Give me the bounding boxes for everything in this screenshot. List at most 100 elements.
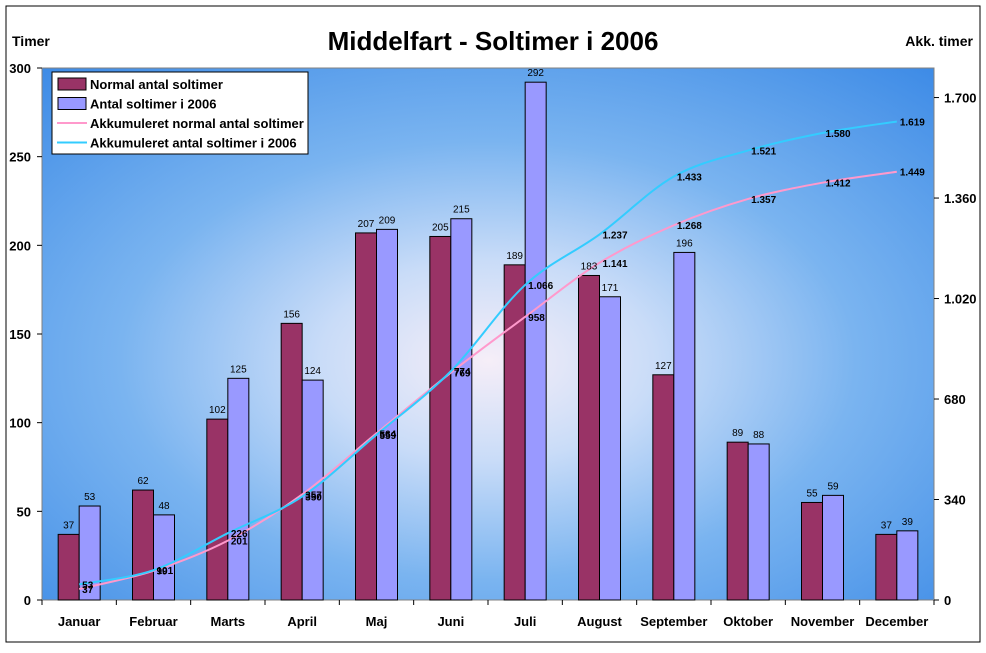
bar [801,501,823,601]
x-tick-labels: Januar Februar Marts April Maj Juni Juli August… [58,614,928,629]
line-value-label: 1.580 [826,129,851,140]
line-value-label: 1.237 [603,230,628,241]
bars [57,81,919,601]
bar [206,418,229,601]
bar-value-label: 37 [63,520,75,531]
lines [78,120,897,591]
x-tick-label: September [640,614,707,629]
y-left-tick-label: 150 [9,327,31,342]
line-value-label: 53 [82,580,94,591]
x-tick-label: August [577,614,622,629]
bar [747,443,770,601]
legend-label: Normal antal soltimer [90,77,223,92]
legend-swatch [57,97,87,110]
x-tick-label: Januar [58,614,101,629]
bar-value-label: 48 [158,501,170,512]
bar [524,81,547,601]
line-value-label: 774 [454,367,471,378]
legend-swatch [57,77,87,91]
x-tick-label: November [791,614,855,629]
bar-value-label: 125 [230,364,247,375]
line-value-label: 350 [305,493,322,504]
line-value-label: 37 [82,585,94,596]
y-left-tick-label: 0 [24,593,31,608]
bar [355,232,377,601]
bar-value-label: 37 [881,520,893,531]
x-tick-label: Februar [129,614,177,629]
bar-value-label: 189 [506,251,523,262]
line-value-label: 201 [231,537,248,548]
line-value-label: 1.141 [603,259,628,270]
line-value-label: 1.268 [677,221,702,232]
y-left-tick-label: 50 [17,504,31,519]
bar-value-label: 205 [432,222,449,233]
plot-area [41,67,935,601]
bar-value-label: 171 [602,283,619,294]
bar [132,489,154,601]
line-value-label: 226 [231,529,248,540]
bar-value-label: 53 [84,492,96,503]
x-tick-label: December [865,614,928,629]
bar-value-label: 89 [732,428,744,439]
bar-value-label: 39 [902,517,914,528]
bar [376,228,398,601]
series-line [78,170,897,591]
bar-value-label: 209 [379,215,396,226]
line-value-label: 357 [305,490,322,501]
chart-title: Middelfart - Soltimer i 2006 [328,26,659,56]
y-left-tick-label: 300 [9,61,31,76]
axes: 0 50 100 150 200 250 300 0 340 680 1.020 1.360 1.700 [9,61,976,608]
y-right-tick-label: 0 [944,593,951,608]
bar [227,377,250,601]
bar [503,264,526,601]
bar [896,530,919,601]
x-tick-label: Juli [514,614,536,629]
bar [875,533,898,601]
line-value-label: 1.357 [751,195,776,206]
y-left-tick-label: 250 [9,150,31,165]
bar [280,322,303,601]
bar-value-label: 156 [283,309,300,320]
bar [822,494,844,601]
bar [599,296,621,601]
bar-value-label: 127 [655,361,672,372]
line-value-label: 1.521 [751,146,776,157]
x-tick-label: Marts [210,614,245,629]
line-value-label: 559 [380,431,397,442]
legend: Normal antal soltimer Antal soltimer i 20… [51,71,309,155]
bar-value-label: 183 [581,261,598,272]
legend-label: Antal soltimer i 2006 [90,97,216,112]
bar [57,533,80,601]
line-value-label: 769 [454,369,471,380]
bar-value-label: 215 [453,205,470,216]
y-right-tick-label: 1.020 [944,292,977,307]
y-right-tick-label: 1.360 [944,191,977,206]
bar-value-label: 88 [753,430,765,441]
bar [726,441,749,601]
line-value-label: 1.066 [528,281,553,292]
bar [673,251,696,601]
line-value-label: 564 [380,429,397,440]
bar-value-label: 62 [137,476,149,487]
bar-value-label: 124 [304,366,321,377]
legend-box [51,71,309,155]
line-value-label: 1.433 [677,172,702,183]
bar [78,505,101,601]
line-value-label: 99 [157,567,169,578]
legend-label: Akkumuleret normal antal soltimer [90,116,304,131]
legend-label: Akkumuleret antal soltimer i 2006 [90,136,297,151]
y-left-tick-label: 200 [9,238,31,253]
y-axis-right-label: Akk. timer [905,33,973,49]
y-right-tick-label: 340 [944,493,966,508]
bar-value-label: 292 [527,68,544,79]
y-right-tick-label: 1.700 [944,91,977,106]
line-value-label: 1.619 [900,117,925,128]
bar-value-label: 102 [209,405,226,416]
series-line [78,120,897,586]
y-right-tick-label: 680 [944,392,966,407]
bar [578,274,600,601]
line-value-label: 1.412 [826,179,851,190]
